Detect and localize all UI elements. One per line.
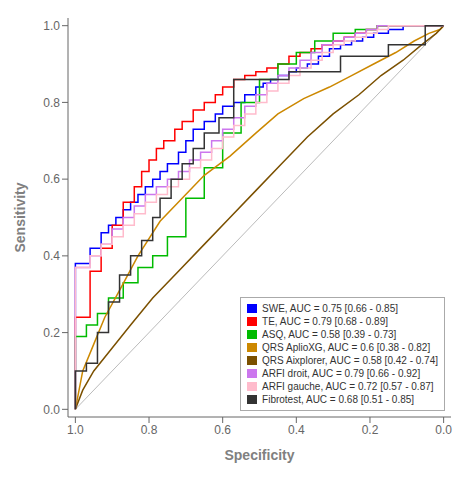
svg-text:0.8: 0.8	[43, 96, 60, 110]
svg-text:0.4: 0.4	[43, 249, 60, 263]
html-text:SWE, AUC = 0.75 [0.66 - 0.85]: SWE, AUC = 0.75 [0.66 - 0.85]	[262, 303, 398, 314]
svg-text:1.0: 1.0	[67, 423, 84, 437]
html-text:QRS ApliоXG, AUC = 0.6 [0.38 -: QRS ApliоXG, AUC = 0.6 [0.38 - 0.82]	[262, 342, 431, 353]
svg-text:Sensitivity: Sensitivity	[12, 182, 28, 252]
svg-text:0.2: 0.2	[43, 326, 60, 340]
html-text:ASQ, AUC = 0.58 [0.39 - 0.73]: ASQ, AUC = 0.58 [0.39 - 0.73]	[262, 329, 397, 340]
html-text:ARFI droit, AUC = 0.79 [0.66 -: ARFI droit, AUC = 0.79 [0.66 - 0.92]	[262, 368, 421, 379]
svg-text:0.0: 0.0	[43, 403, 60, 417]
html-text:QRS Aixplorer, AUC = 0.58 [0.4: QRS Aixplorer, AUC = 0.58 [0.42 - 0.74]	[262, 355, 438, 366]
svg-text:Specificity: Specificity	[224, 447, 294, 463]
svg-text:0.0: 0.0	[435, 423, 452, 437]
svg-text:0.6: 0.6	[214, 423, 231, 437]
svg-text:1.0: 1.0	[43, 19, 60, 33]
html-text:Fibrotest, AUC = 0.68 [0.51 -: Fibrotest, AUC = 0.68 [0.51 - 0.85]	[262, 394, 415, 405]
html-text:ARFI gauche, AUC = 0.72 [0.57: ARFI gauche, AUC = 0.72 [0.57 - 0.87]	[262, 381, 434, 392]
svg-text:0.4: 0.4	[288, 423, 305, 437]
svg-text:0.2: 0.2	[362, 423, 379, 437]
html-text:TE, AUC = 0.79 [0.68 - 0.89]: TE, AUC = 0.79 [0.68 - 0.89]	[262, 316, 388, 327]
svg-text:0.8: 0.8	[141, 423, 158, 437]
svg-text:0.6: 0.6	[43, 172, 60, 186]
